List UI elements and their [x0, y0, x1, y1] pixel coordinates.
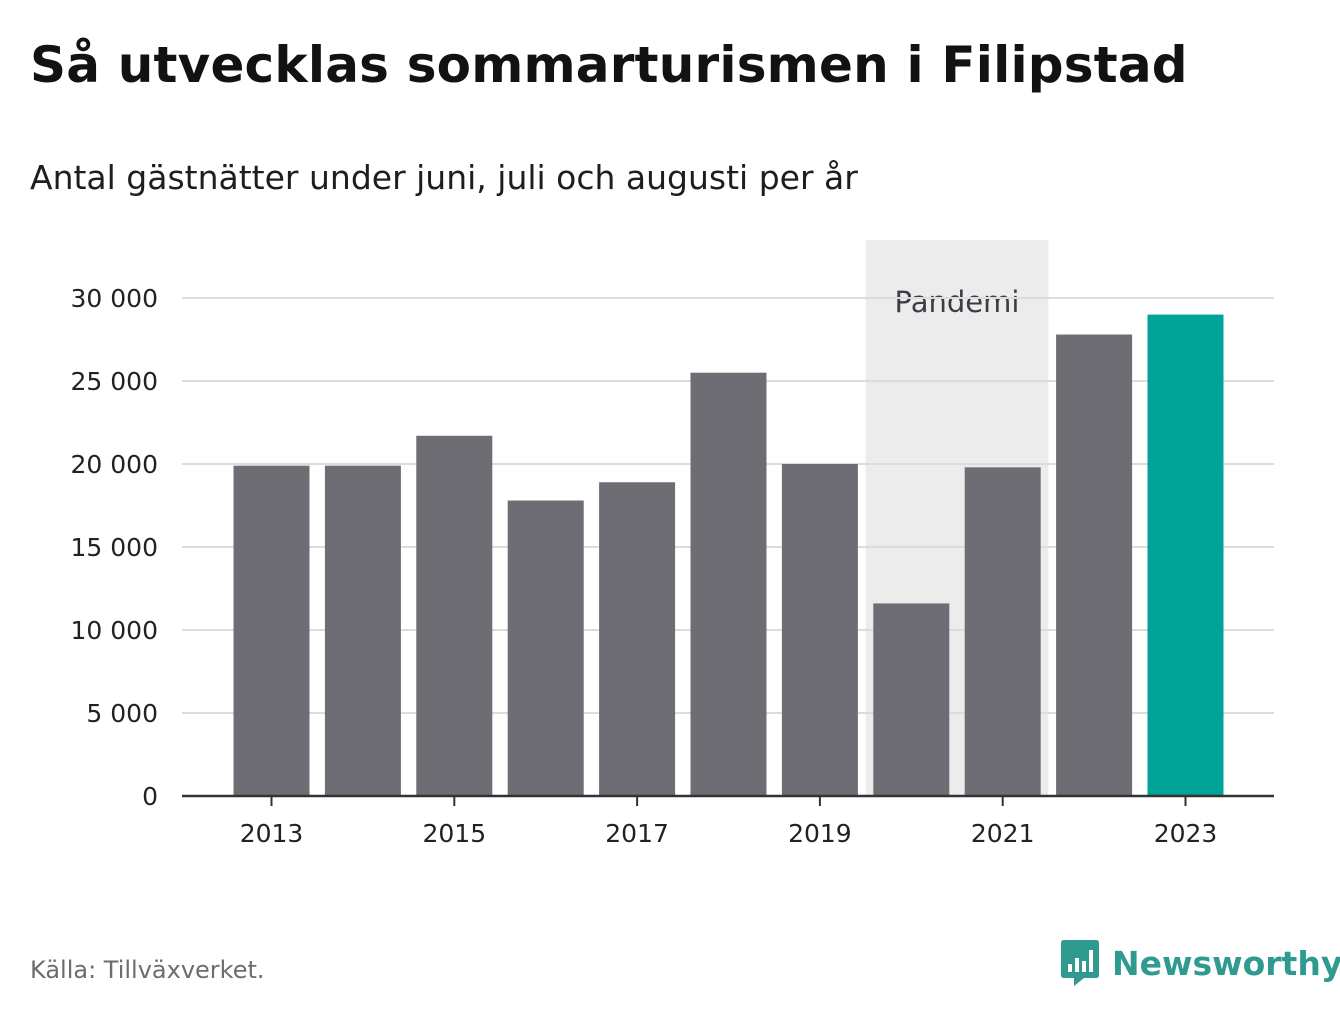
- y-tick-label: 10 000: [71, 616, 158, 645]
- bar-2019: [781, 464, 858, 796]
- bar-2021: [964, 467, 1041, 796]
- x-tick-label: 2023: [1154, 819, 1218, 848]
- x-tick-label: 2015: [422, 819, 486, 848]
- bar-2018: [690, 372, 767, 796]
- axes: [182, 794, 1274, 806]
- bars: [233, 314, 1224, 796]
- x-tick-label: 2017: [605, 819, 669, 848]
- bar-2017: [599, 482, 676, 796]
- newsworthy-logo-icon: [1061, 940, 1099, 986]
- pandemic-label: Pandemi: [895, 285, 1020, 319]
- x-tick-label: 2019: [788, 819, 852, 848]
- brand-name: Newsworthy: [1112, 943, 1340, 983]
- y-tick-label: 20 000: [71, 450, 158, 479]
- bar-2022: [1056, 334, 1133, 796]
- chart-subtitle: Antal gästnätter under juni, juli och au…: [30, 158, 858, 197]
- x-tick-label: 2021: [971, 819, 1035, 848]
- bar-2023: [1147, 314, 1224, 796]
- y-tick-label: 30 000: [71, 284, 158, 313]
- y-tick-label: 25 000: [71, 367, 158, 396]
- bar-2014: [324, 465, 401, 796]
- brand-logo: Newsworthy: [1060, 938, 1340, 988]
- y-tick-label: 0: [142, 782, 158, 811]
- x-tick-label: 2013: [240, 819, 304, 848]
- bar-2013: [233, 465, 310, 796]
- y-tick-label: 15 000: [71, 533, 158, 562]
- chart-title: Så utvecklas sommarturismen i Filipstad: [30, 36, 1188, 94]
- tick-labels: 0 5 000 10 000 15 000 20 000 25 000 30 000 2013…: [71, 284, 1218, 848]
- source-note: Källa: Tillväxverket.: [30, 956, 265, 984]
- bar-2020: [873, 603, 950, 796]
- bar-2016: [507, 500, 584, 796]
- bar-2015: [416, 435, 493, 796]
- y-tick-label: 5 000: [86, 699, 158, 728]
